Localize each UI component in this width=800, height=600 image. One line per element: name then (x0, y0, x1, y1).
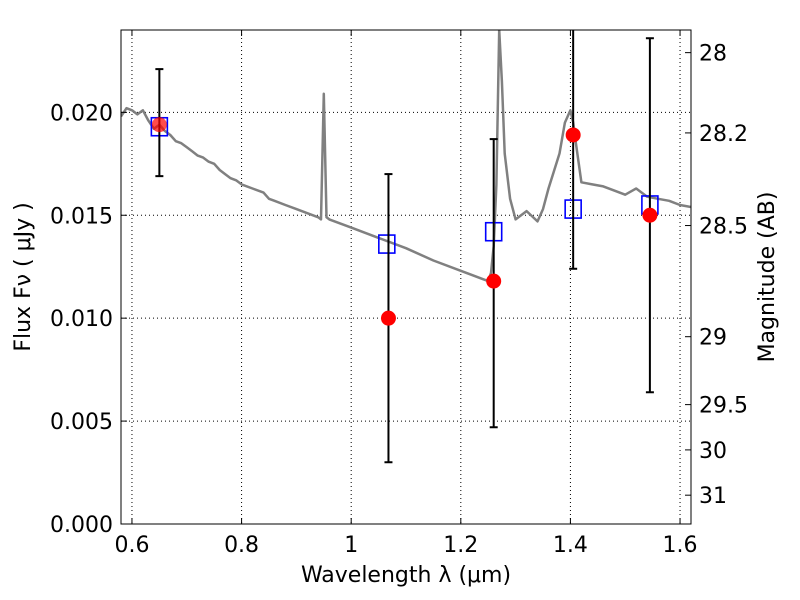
y-tick-label: 0.020 (50, 101, 113, 126)
x-tick-label: 1.6 (663, 533, 698, 558)
x-axis-label: Wavelength λ (μm) (301, 563, 511, 588)
x-tick-label: 1 (344, 533, 358, 558)
sed-line (121, 30, 691, 283)
right-tick-label: 29 (699, 326, 727, 351)
model-square-marker (378, 234, 396, 254)
observed-point (151, 117, 167, 133)
observed-point (380, 310, 396, 326)
x-tick-label: 0.6 (114, 533, 149, 558)
plot-frame (120, 29, 692, 525)
right-tick-label: 29.5 (699, 394, 748, 419)
right-tick-label: 28.5 (699, 215, 748, 240)
y-tick-label: 0.005 (50, 410, 113, 435)
y-axis-label: Flux Fν ( μJy ) (11, 202, 36, 351)
observed-point (486, 273, 502, 289)
right-tick-label: 28.2 (699, 122, 748, 147)
axis-ticks: 0.6 0.8 1 1.2 1.4 1.6 0.000 0.005 0.010 0.015 0.02… (50, 30, 748, 558)
y-tick-label: 0.010 (50, 307, 113, 332)
x-tick-label: 1.2 (443, 533, 478, 558)
right-tick-label: 28 (699, 42, 727, 67)
x-tick-label: 1.4 (553, 533, 588, 558)
y-tick-label: 0.015 (50, 204, 113, 229)
observed-point (642, 207, 658, 223)
right-tick-label: 30 (699, 439, 727, 464)
y-tick-label: 0.000 (50, 513, 113, 538)
x-tick-label: 0.8 (224, 533, 259, 558)
plot-area (121, 30, 691, 464)
right-tick-label: 31 (699, 484, 727, 509)
observed-point (565, 127, 581, 143)
right-axis-label: Magnitude (AB) (755, 192, 780, 363)
